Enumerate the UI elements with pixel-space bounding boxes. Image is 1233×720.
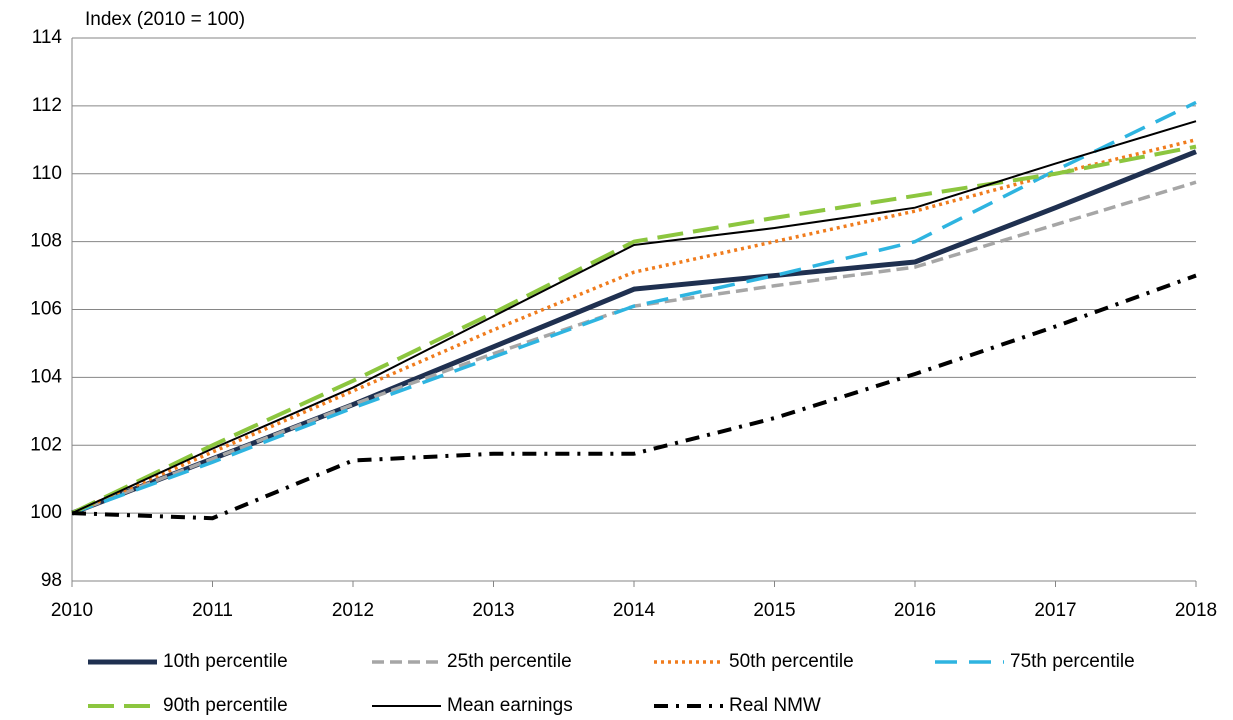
y-axis-title: Index (2010 = 100) <box>85 9 245 30</box>
x-tick-label: 2018 <box>1175 600 1217 621</box>
legend-label: 90th percentile <box>163 695 288 716</box>
x-tick-label: 2014 <box>613 600 656 621</box>
series-line <box>71 100 1197 515</box>
x-tick-label: 2015 <box>753 600 795 621</box>
series-line <box>71 273 1197 521</box>
series-line <box>71 138 1197 515</box>
y-tick-label: 98 <box>41 570 62 591</box>
y-tick-label: 114 <box>32 27 63 48</box>
legend-label: 50th percentile <box>729 651 854 672</box>
y-tick-label: 108 <box>30 231 62 252</box>
x-tick-label: 2016 <box>894 600 936 621</box>
x-tick-label: 2010 <box>51 600 93 621</box>
legend-label: 25th percentile <box>447 651 572 672</box>
series-line <box>71 149 1197 516</box>
x-tick-label: 2012 <box>332 600 374 621</box>
legend-label: 75th percentile <box>1010 651 1135 672</box>
x-tick-label: 2013 <box>472 600 514 621</box>
x-tick-label: 2017 <box>1034 600 1076 621</box>
legend-label: 10th percentile <box>163 651 288 672</box>
x-tick-label: 2011 <box>192 600 233 621</box>
y-tick-label: 100 <box>30 502 62 523</box>
legend-label: Real NMW <box>729 695 821 716</box>
y-tick-label: 102 <box>30 434 62 455</box>
y-tick-label: 106 <box>30 299 62 320</box>
series-line <box>71 120 1197 515</box>
legend-label: Mean earnings <box>447 695 573 716</box>
y-tick-label: 112 <box>32 95 62 116</box>
series-line <box>71 180 1197 515</box>
y-tick-label: 104 <box>30 366 62 387</box>
series-line <box>71 144 1197 515</box>
y-tick-label: 110 <box>32 163 62 184</box>
